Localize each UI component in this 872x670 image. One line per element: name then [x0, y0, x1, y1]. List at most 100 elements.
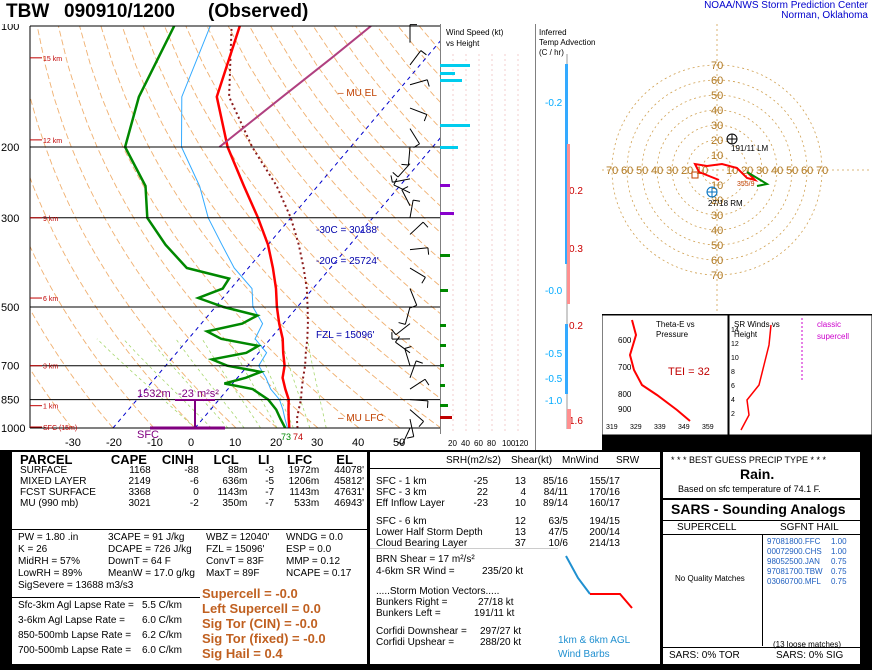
parcel-value: -7: [265, 487, 275, 498]
skewt-plot-area: [30, 26, 440, 428]
kinematic-panel: SRH(m2/s2) Shear(kt) MnWind SRW SFC - 1 km -2…: [370, 452, 660, 664]
hail-match-value: 0.75: [831, 567, 847, 576]
lapse-label: Sfc-3km Agl Lapse Rate =: [18, 600, 134, 611]
kin-value: 84/11: [543, 487, 568, 498]
wind-barb: [393, 184, 411, 194]
sr-height-label: 8: [731, 369, 735, 376]
wind-barb: [409, 128, 420, 145]
parcel-value: 1143m: [289, 487, 320, 498]
sr46-label: 4-6km SR Wind =: [376, 566, 455, 577]
sr-winds-panel: 14 12 10 8 6 4 2 SR Winds vs Height classic su…: [729, 315, 872, 435]
wind-speed-bar: [440, 344, 446, 347]
hodo-ring-label: 60: [711, 255, 723, 267]
pressure-label: 1000: [1, 423, 25, 435]
kin-divider: [370, 468, 660, 469]
hail-match-value: 1.00: [831, 537, 847, 546]
composite-indices: Supercell = -0.0 Left Supercell = 0.0 Sig …: [202, 586, 362, 664]
kin-value: 170/16: [589, 487, 620, 498]
sars-hail-header: SGFNT HAIL: [780, 522, 839, 533]
temp-adv-units: (C / hr): [539, 48, 564, 57]
wind-barb-flag: [391, 328, 397, 336]
parcel-row: MIXED LAYER 2149 -6 636m -5 1206m 45812': [17, 476, 367, 487]
height-label: 6 km: [43, 296, 58, 303]
kin-value: 12: [514, 516, 526, 527]
thermo-index: MidRH = 57%: [18, 556, 80, 567]
parcel-table-body: SURFACE 1168 -88 88m -3 1972m 44078' MIXED LAYE…: [17, 465, 367, 509]
parcel-value: 350m: [222, 498, 248, 509]
temp-adv-title2: Temp Advection: [539, 38, 596, 47]
hodo-ring-label: 50: [711, 90, 723, 102]
wind-barb-flag: [404, 345, 412, 349]
wind-barb: [409, 409, 424, 422]
corfidi-down-label: Corfidi Downshear =: [376, 626, 467, 637]
bunkers-left-label: Bunkers Left =: [376, 608, 441, 619]
thermo-divider: [12, 529, 367, 530]
wind-barb-flag: [422, 221, 429, 228]
agency-name: NOAA/NWS Storm Prediction Center: [704, 0, 868, 11]
temp-tick-label: -30: [65, 437, 81, 449]
kin-layer: SFC - 6 km: [376, 516, 427, 527]
sr-trace: [740, 324, 772, 431]
hodo-ring-label: 70: [711, 270, 723, 282]
kin-value: 155/17: [589, 476, 620, 487]
wind-barb-flag: [406, 436, 414, 439]
parcel-value: 2149: [128, 476, 151, 487]
brn-shear: BRN Shear = 17 m²/s²: [376, 554, 475, 565]
sfc-label: SFC: [137, 429, 159, 441]
hail-match-id: 98052500.JAN: [767, 557, 820, 566]
parcel-value: 46943': [334, 498, 364, 509]
parcel-table: PARCEL CAPE CINH LCL LI LFC EL SURFACE 11…: [17, 452, 367, 509]
hodo-ring-label: 40: [711, 105, 723, 117]
corfidi-up-label: Corfidi Upshear =: [376, 637, 455, 648]
wind-speed-bar: [440, 79, 462, 82]
parcel-value: 1168: [129, 465, 151, 476]
sars-supercell-header: SUPERCELL: [677, 522, 737, 533]
hodo-ring-label: 50: [711, 240, 723, 252]
lfc-col-header: LFC: [287, 452, 313, 467]
sr-height-label: 2: [731, 411, 735, 418]
mu-el-label: – MU EL: [338, 88, 377, 99]
parcel-value: -88: [184, 465, 199, 476]
dry-adiabat: [270, 26, 440, 233]
wind-barb: [409, 50, 422, 66]
wind-barb: [404, 348, 411, 366]
kin-value: -25: [473, 476, 488, 487]
hodo-ring-label: 60: [711, 75, 723, 87]
wind-speed-bar: [440, 146, 458, 149]
composite-index: Supercell = -0.0: [202, 586, 298, 601]
theta-e-panel: 600 700 800 900 319 329 339 349 359 Theta-E vs P…: [602, 315, 728, 435]
adv-bar-warm-low: [567, 409, 571, 429]
parcel-col-header: PARCEL: [20, 452, 73, 467]
pressure-label: 850: [1, 395, 19, 407]
theta-p-label: 700: [618, 363, 632, 372]
lapse-value: 6.0 C/km: [142, 615, 183, 626]
sars-sig: SARS: 0% SIG: [776, 650, 844, 661]
storm-barb-svg: [565, 555, 633, 609]
temp-adv-value: -0.0: [545, 286, 563, 297]
wind-speed-bar: [440, 254, 450, 257]
hodo-ring-label: 20: [711, 135, 723, 147]
hail-match-value: 0.75: [831, 557, 847, 566]
skewt-panel: 100 200 300 500 700 850 1000 15 km 12 km 9 km 6 km…: [0, 24, 440, 450]
sr-title: SR Winds vs: [734, 320, 780, 329]
wind-barb: [395, 323, 411, 336]
hodograph-svg: 1010101020202020303030304040404050505050…: [602, 24, 872, 314]
parcel-header-row: PARCEL CAPE CINH LCL LI LFC EL: [17, 452, 367, 467]
wind-barb: [404, 306, 411, 325]
kin-value: 89/14: [542, 498, 568, 509]
bunkers-right-value: 27/18 kt: [478, 597, 514, 608]
kin-value: 4: [520, 487, 526, 498]
lapse-label: 3-6km Agl Lapse Rate =: [18, 615, 126, 626]
temp-tick-label: 40: [352, 437, 364, 449]
sars-no-match: No Quality Matches: [675, 574, 745, 583]
moist-adiabat: [307, 338, 327, 428]
wind-barb-flag: [424, 378, 430, 386]
hodo-trace-low: [693, 162, 759, 182]
sr-height-label: 4: [731, 397, 735, 404]
wind-barb: [407, 146, 411, 165]
mu-lfc-label: – MU LFC: [338, 413, 384, 424]
thermo-index: MaxT = 89F: [206, 568, 260, 579]
wind-speed-bar: [440, 212, 454, 215]
wind-barb: [395, 341, 411, 354]
pressure-label: 200: [1, 142, 19, 154]
